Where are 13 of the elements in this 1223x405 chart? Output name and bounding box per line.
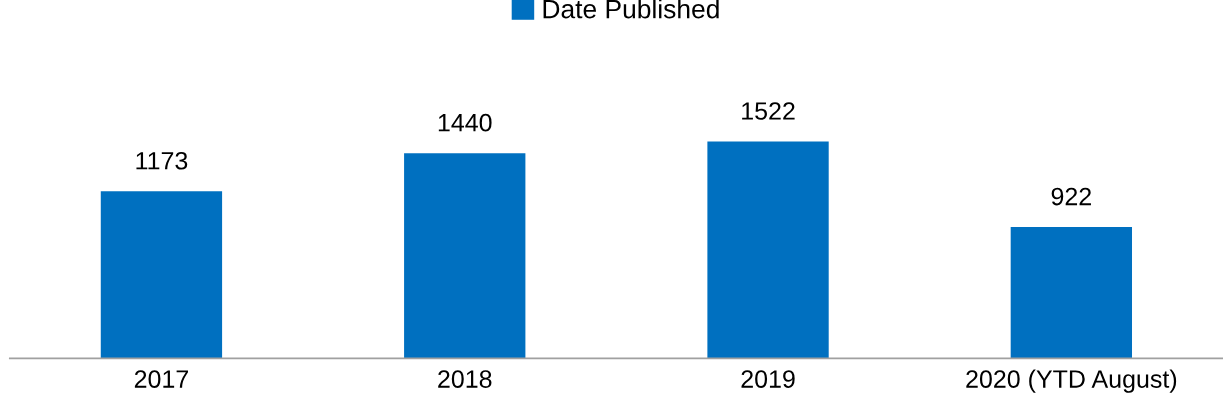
x-tick-label: 2020 (YTD August) [966,369,1177,393]
x-tick-label: 2017 [134,370,188,388]
data-label: 1173 [136,151,188,170]
bar [707,141,829,359]
data-label: 922 [1051,187,1091,206]
data-label: 1522 [742,102,795,120]
x-tick-label: 2019 [741,370,795,388]
legend-label: Date Published [543,0,719,19]
bar [100,191,223,359]
bar [1010,226,1133,359]
x-tick-label: 2018 [438,370,492,388]
data-label: 1440 [438,113,492,132]
bar [404,153,526,359]
